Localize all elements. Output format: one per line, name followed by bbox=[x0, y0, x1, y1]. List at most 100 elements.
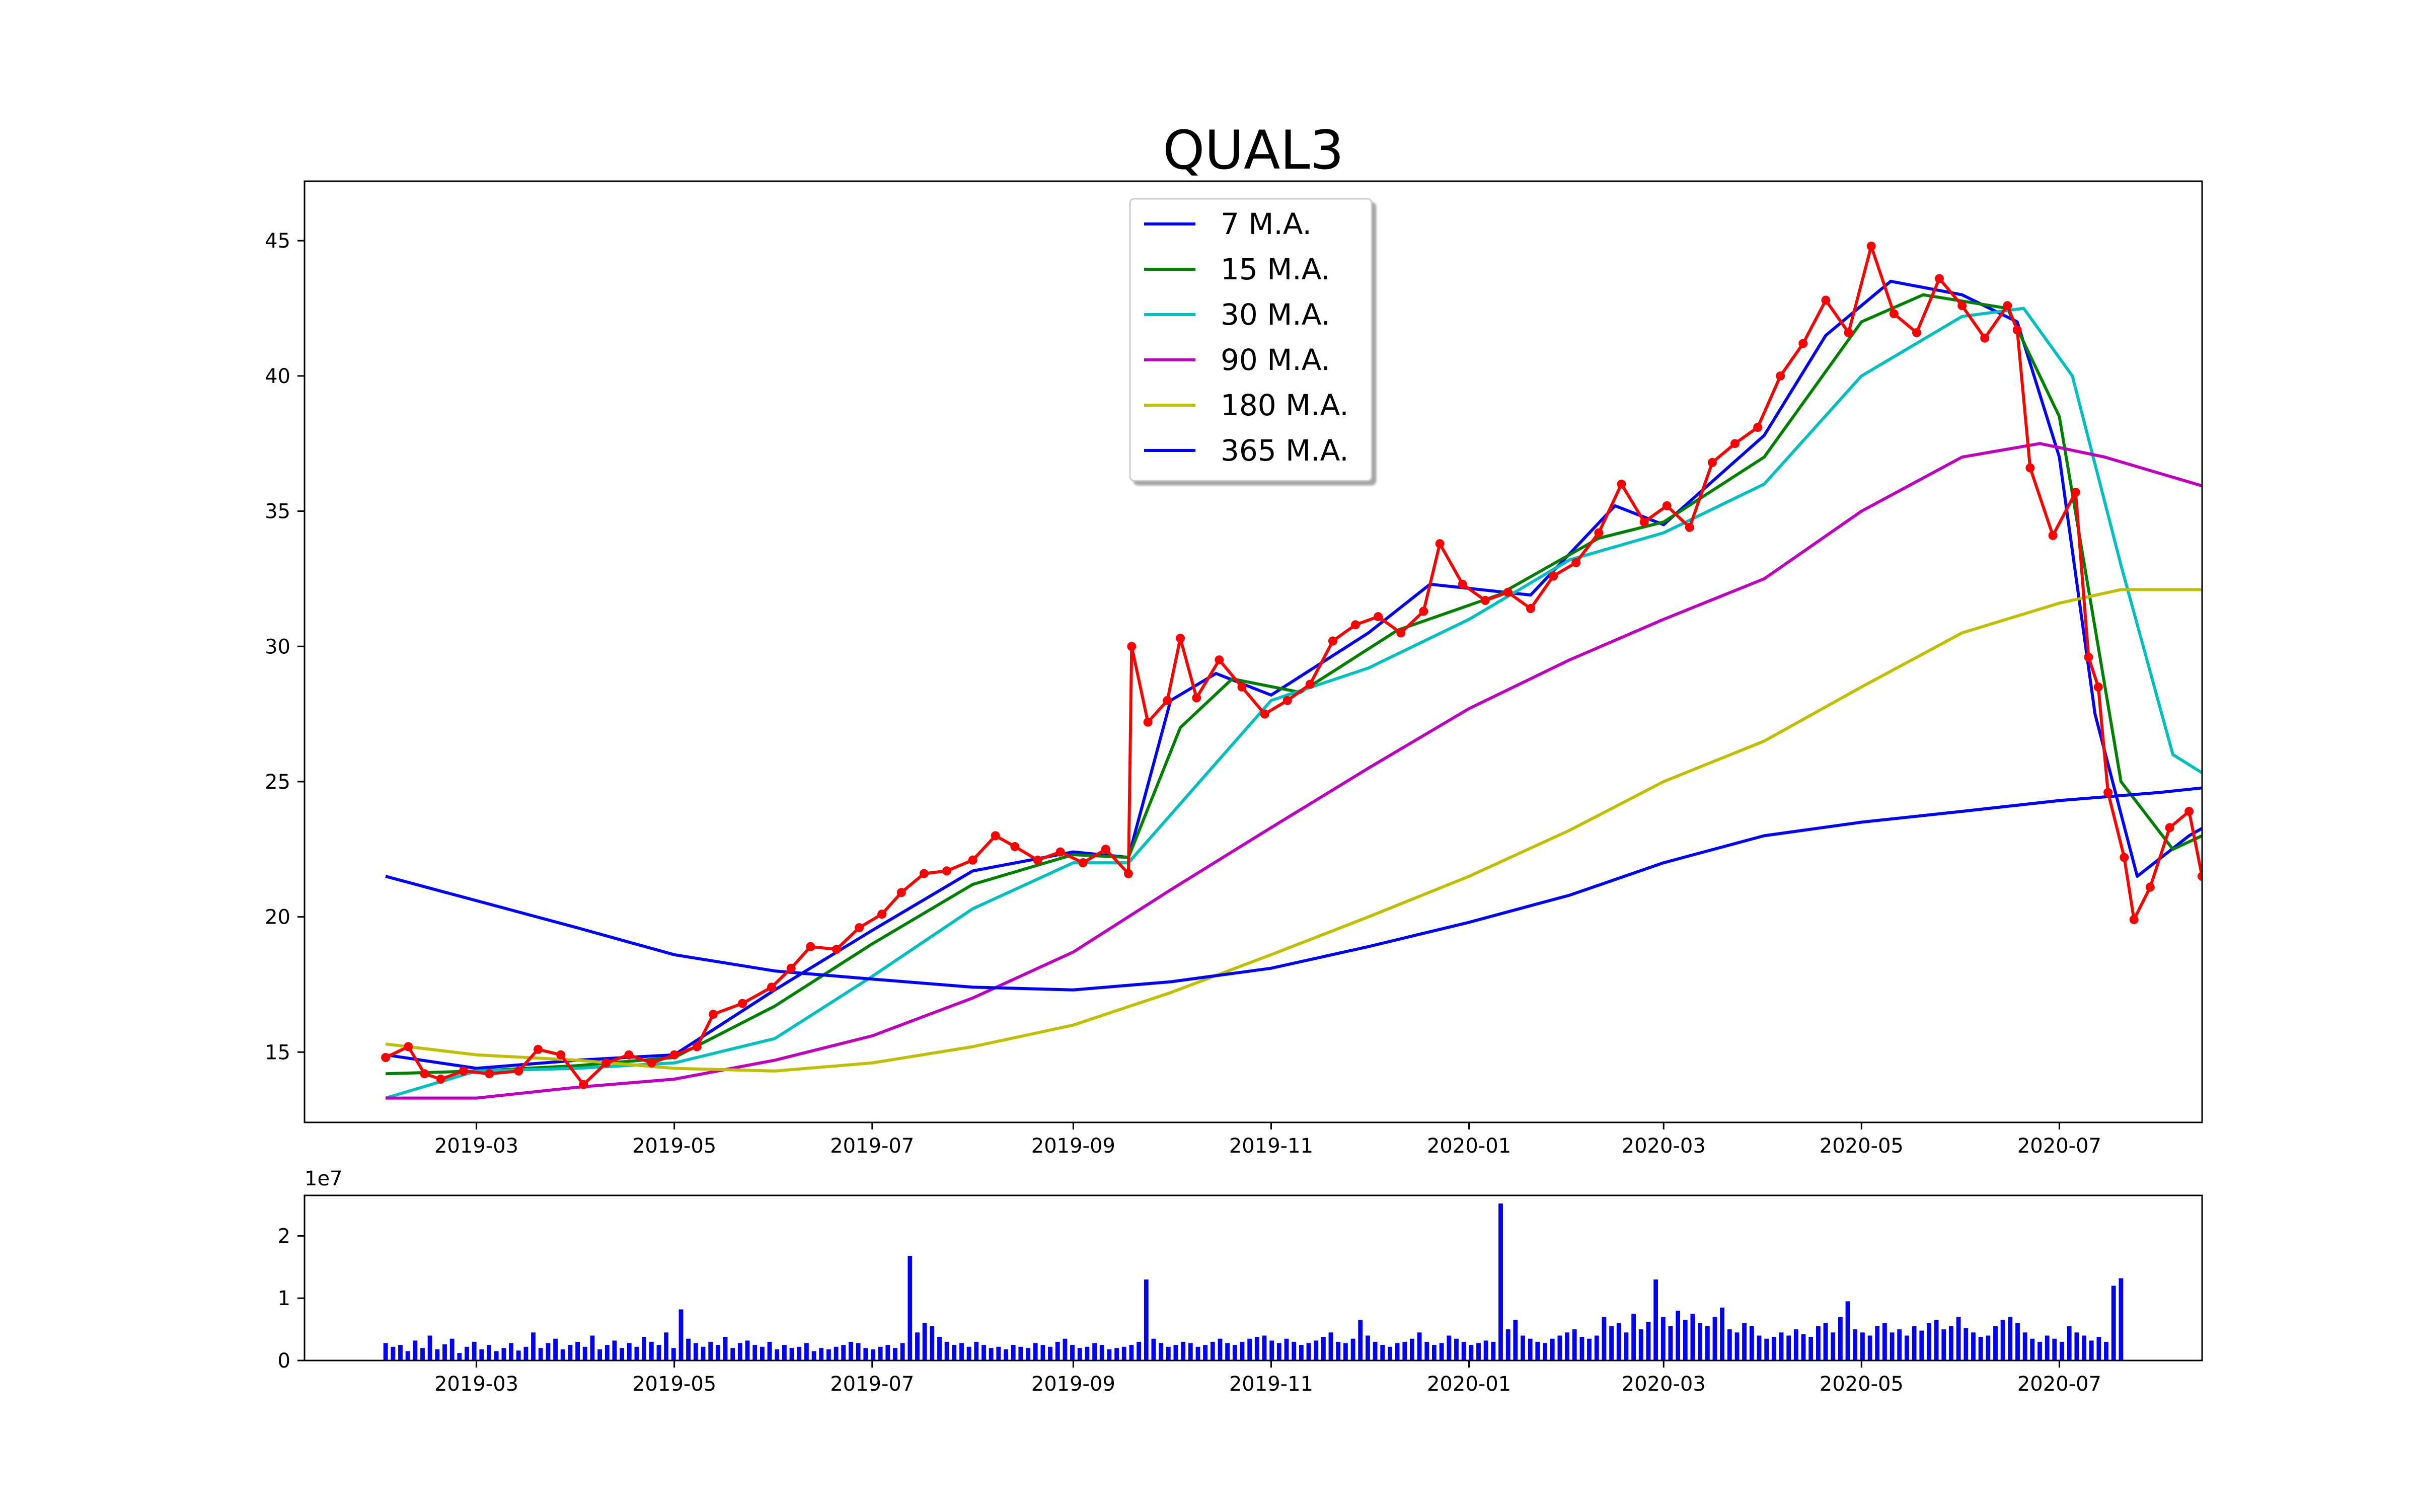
volume-bar bbox=[1890, 1332, 1895, 1360]
volume-bar bbox=[1860, 1332, 1865, 1360]
volume-bar bbox=[1875, 1326, 1880, 1360]
volume-bar bbox=[1491, 1341, 1496, 1360]
volume-bar bbox=[568, 1345, 573, 1360]
price-point bbox=[459, 1066, 468, 1076]
price-point bbox=[896, 888, 906, 897]
price-point bbox=[1685, 522, 1694, 532]
price-point bbox=[2003, 301, 2012, 311]
y-tick-label: 30 bbox=[265, 635, 290, 658]
legend-label: 30 M.A. bbox=[1221, 297, 1330, 332]
price-point bbox=[1127, 642, 1137, 651]
volume-bar bbox=[1949, 1326, 1953, 1360]
legend-label: 7 M.A. bbox=[1221, 207, 1312, 241]
price-point bbox=[1163, 696, 1172, 705]
volume-bar bbox=[1934, 1320, 1939, 1360]
price-point bbox=[601, 1058, 611, 1068]
volume-y-tick-label: 0 bbox=[278, 1349, 290, 1373]
volume-bar bbox=[1026, 1348, 1030, 1360]
volume-bar bbox=[1232, 1345, 1237, 1360]
x-tick-label: 2019-11 bbox=[1229, 1135, 1313, 1158]
price-point bbox=[1526, 604, 1535, 613]
volume-bar bbox=[1358, 1320, 1363, 1360]
y-tick-label: 35 bbox=[265, 500, 290, 523]
legend-label: 15 M.A. bbox=[1221, 252, 1330, 286]
volume-bar bbox=[1845, 1301, 1850, 1360]
volume-bar bbox=[1801, 1334, 1806, 1360]
volume-x-tick-label: 2020-07 bbox=[2017, 1373, 2101, 1396]
price-point bbox=[877, 910, 887, 919]
volume-bar bbox=[1867, 1335, 1872, 1360]
volume-bar bbox=[856, 1343, 861, 1360]
price-point bbox=[1594, 528, 1604, 538]
x-tick-label: 2019-05 bbox=[632, 1135, 716, 1158]
volume-bar bbox=[1971, 1332, 1976, 1360]
volume-y-tick-label: 1 bbox=[278, 1287, 290, 1310]
volume-bar bbox=[383, 1343, 388, 1360]
price-point bbox=[1305, 679, 1315, 689]
price-point bbox=[1503, 587, 1513, 597]
price-point bbox=[1123, 869, 1133, 878]
volume-bar bbox=[1417, 1332, 1422, 1360]
legend: 7 M.A. 15 M.A. 30 M.A. 90 M.A. 180 M.A. 365 M… bbox=[1129, 198, 1373, 482]
volume-bar bbox=[959, 1343, 964, 1360]
volume-bar bbox=[974, 1341, 979, 1360]
volume-bar bbox=[826, 1349, 831, 1360]
volume-bar bbox=[1203, 1345, 1207, 1360]
volume-bar bbox=[1099, 1345, 1104, 1360]
volume-bar bbox=[2074, 1332, 2079, 1360]
price-point bbox=[1866, 242, 1876, 251]
volume-bar bbox=[1181, 1341, 1185, 1360]
price-point bbox=[968, 855, 977, 865]
ma-line-1 bbox=[385, 279, 2202, 1070]
volume-bar bbox=[627, 1343, 632, 1360]
price-point bbox=[2214, 777, 2223, 786]
volume-bar bbox=[398, 1345, 403, 1360]
price-point bbox=[1549, 571, 1558, 581]
volume-bar bbox=[900, 1343, 905, 1360]
price-point bbox=[1935, 274, 1944, 283]
volume-bar bbox=[1712, 1317, 1717, 1360]
volume-bar bbox=[811, 1351, 816, 1360]
volume-bar bbox=[465, 1346, 469, 1360]
volume-bar bbox=[730, 1348, 735, 1360]
price-point bbox=[942, 866, 951, 876]
volume-bar bbox=[1447, 1335, 1452, 1360]
volume-bar bbox=[775, 1349, 780, 1360]
volume-bar bbox=[391, 1346, 396, 1360]
volume-bar bbox=[1956, 1317, 1961, 1360]
x-tick-label: 2019-07 bbox=[830, 1135, 914, 1158]
volume-bar bbox=[2104, 1341, 2108, 1360]
price-point bbox=[1821, 295, 1831, 305]
volume-bar bbox=[2000, 1320, 2005, 1360]
price-point bbox=[1730, 439, 1740, 448]
volume-bar bbox=[523, 1346, 528, 1360]
volume-bar bbox=[752, 1345, 758, 1360]
volume-bar bbox=[442, 1344, 447, 1360]
ma-line-4 bbox=[386, 442, 2202, 1100]
price-point bbox=[2093, 682, 2103, 692]
volume-bar bbox=[1144, 1279, 1149, 1360]
volume-bar bbox=[1284, 1338, 1289, 1360]
volume-bar bbox=[597, 1349, 602, 1360]
volume-bar bbox=[678, 1309, 684, 1360]
volume-bar bbox=[427, 1335, 432, 1360]
price-point bbox=[1571, 558, 1581, 567]
volume-bar bbox=[2067, 1326, 2072, 1360]
price-point bbox=[1458, 579, 1467, 589]
volume-bar bbox=[553, 1338, 558, 1360]
volume-bar bbox=[1668, 1326, 1673, 1360]
volume-bar bbox=[1690, 1314, 1695, 1360]
price-point bbox=[1798, 339, 1808, 348]
volume-bar bbox=[1483, 1340, 1488, 1360]
price-point bbox=[2389, 864, 2398, 873]
volume-bar bbox=[1624, 1332, 1629, 1360]
volume-bar bbox=[708, 1341, 713, 1360]
price-point bbox=[669, 1050, 679, 1060]
x-tick-label: 2020-05 bbox=[1820, 1135, 1904, 1158]
price-point bbox=[1776, 371, 1785, 381]
volume-bar bbox=[966, 1346, 971, 1360]
volume-bar bbox=[509, 1343, 513, 1360]
volume-bar bbox=[1572, 1329, 1577, 1360]
volume-bar bbox=[1831, 1332, 1836, 1360]
volume-bar bbox=[1557, 1335, 1562, 1360]
